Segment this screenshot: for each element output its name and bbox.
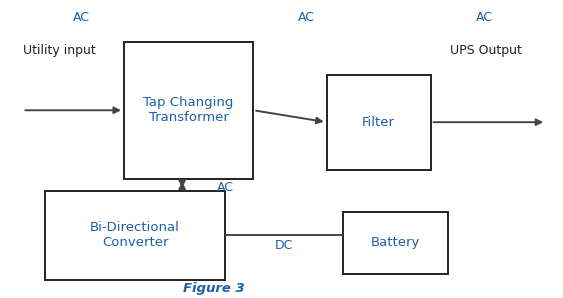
Text: Bi-Directional
Converter: Bi-Directional Converter <box>90 221 180 249</box>
Text: AC: AC <box>73 11 90 24</box>
Bar <box>124 42 253 179</box>
Text: Utility input: Utility input <box>23 44 95 57</box>
Text: UPS Output: UPS Output <box>450 44 522 57</box>
Text: AC: AC <box>298 11 315 24</box>
Bar <box>327 74 431 170</box>
Text: Battery: Battery <box>371 236 420 249</box>
Text: Filter: Filter <box>362 116 395 129</box>
Text: Tap Changing
Transformer: Tap Changing Transformer <box>144 96 234 124</box>
Bar <box>45 191 225 280</box>
Text: AC: AC <box>217 181 234 194</box>
Bar <box>343 212 448 274</box>
Text: Figure 3: Figure 3 <box>183 282 245 295</box>
Text: DC: DC <box>275 239 293 252</box>
Text: AC: AC <box>476 11 493 24</box>
